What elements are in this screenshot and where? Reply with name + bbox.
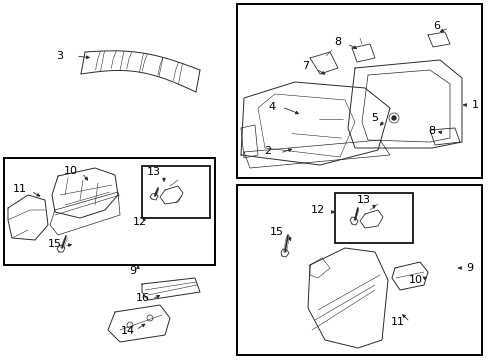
Text: 9: 9 [129, 266, 137, 276]
Text: 8: 8 [335, 37, 342, 47]
Text: 6: 6 [434, 21, 441, 31]
Bar [335, 193, 413, 243]
Text: 8: 8 [428, 126, 436, 136]
Text: 5: 5 [371, 113, 378, 123]
Bar [237, 185, 482, 355]
Text: 9: 9 [466, 263, 473, 273]
Text: 1: 1 [471, 100, 479, 110]
Text: 11: 11 [13, 184, 27, 194]
Text: 7: 7 [302, 61, 310, 71]
Text: 4: 4 [269, 102, 275, 112]
Bar [237, 4, 482, 178]
Circle shape [392, 116, 396, 120]
Text: 11: 11 [391, 317, 405, 327]
Text: 13: 13 [357, 195, 371, 205]
Text: 10: 10 [64, 166, 78, 176]
Text: 16: 16 [136, 293, 150, 303]
Text: 15: 15 [270, 227, 284, 237]
Text: 12: 12 [133, 217, 147, 227]
Bar [142, 166, 210, 218]
Text: 15: 15 [48, 239, 62, 249]
Text: 13: 13 [147, 167, 161, 177]
Text: 14: 14 [121, 326, 135, 336]
Text: 2: 2 [265, 146, 271, 156]
Text: 12: 12 [311, 205, 325, 215]
Bar [4, 158, 215, 265]
Text: 3: 3 [56, 51, 64, 61]
Text: 10: 10 [409, 275, 423, 285]
